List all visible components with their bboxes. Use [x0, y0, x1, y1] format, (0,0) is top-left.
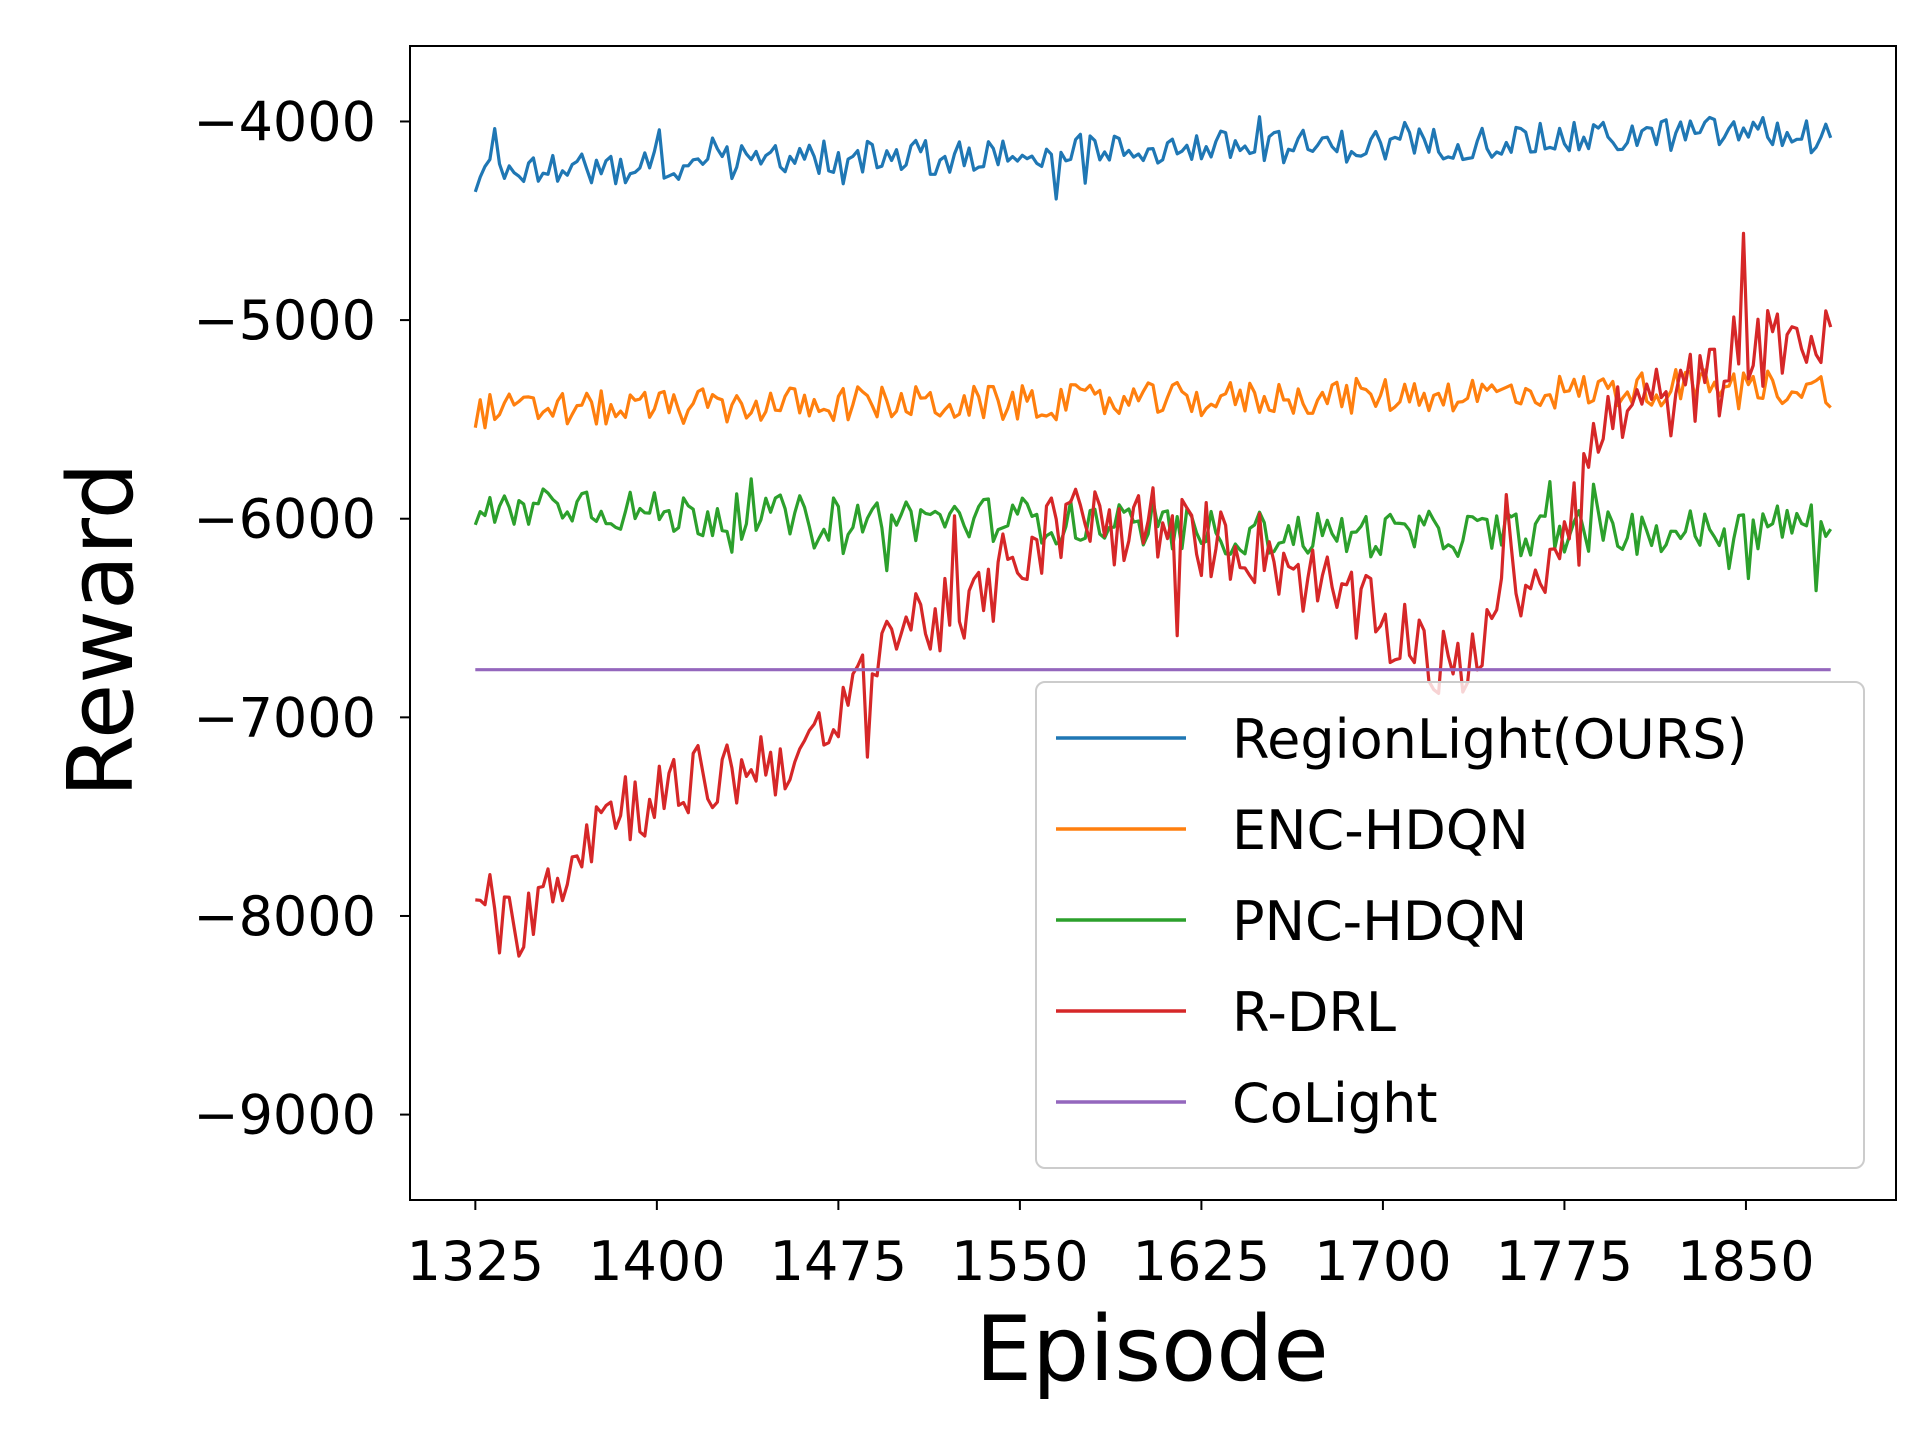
plot-frame — [409, 45, 1897, 1201]
x-tick-label: 1625 — [1133, 1230, 1270, 1293]
y-axis-label: Reward — [49, 462, 154, 797]
x-tick-label: 1325 — [407, 1230, 544, 1293]
legend-label: PNC-HDQN — [1232, 890, 1527, 953]
x-tick-label: 1850 — [1677, 1230, 1814, 1293]
x-tick-label: 1550 — [951, 1230, 1088, 1293]
legend: RegionLight(OURS) ENC-HDQN PNC-HDQN R-DRL Co… — [1035, 681, 1865, 1169]
y-tick-label: −8000 — [193, 885, 376, 948]
series-line-3 — [475, 231, 1833, 958]
x-tick-label: 1400 — [588, 1230, 725, 1293]
series-line-0 — [473, 115, 1833, 201]
x-axis-label: Episode — [975, 1297, 1328, 1402]
legend-label: RegionLight(OURS) — [1232, 708, 1748, 771]
y-tick-label: −4000 — [193, 90, 376, 153]
legend-box — [1035, 681, 1865, 1169]
y-tick-label: −9000 — [193, 1084, 376, 1147]
y-tick-label: −7000 — [193, 686, 376, 749]
series-line-1 — [473, 368, 1832, 430]
y-tick-label: −5000 — [193, 289, 376, 352]
x-axis-ticks: 1325 1400 1475 1550 1625 1700 1775 1850 — [407, 1200, 1815, 1293]
y-axis-ticks: −4000 −5000 −6000 −7000 −8000 −9000 — [193, 90, 410, 1147]
legend-label: CoLight — [1232, 1072, 1438, 1135]
legend-label: R-DRL — [1232, 981, 1396, 1044]
x-tick-label: 1700 — [1314, 1230, 1451, 1293]
y-tick-label: −6000 — [193, 488, 376, 551]
series-layer — [473, 115, 1833, 958]
x-tick-label: 1775 — [1496, 1230, 1633, 1293]
x-tick-label: 1475 — [770, 1230, 907, 1293]
legend-label: ENC-HDQN — [1232, 799, 1529, 862]
